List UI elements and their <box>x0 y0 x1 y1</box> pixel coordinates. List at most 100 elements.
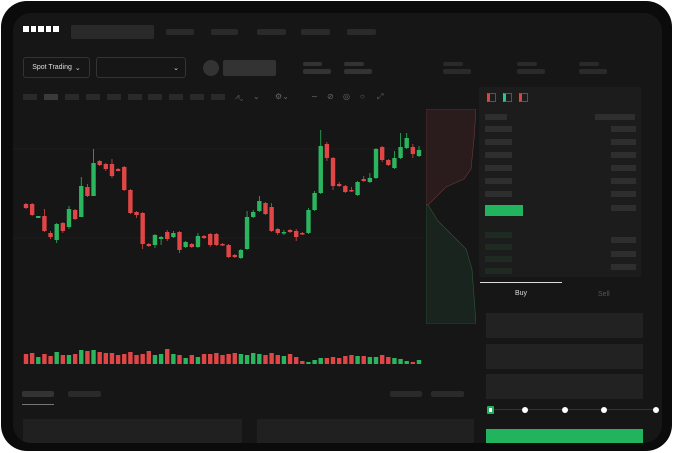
volume-bar <box>29 353 35 364</box>
interval-button[interactable] <box>211 94 225 100</box>
volume-bar <box>367 357 373 364</box>
candle-body <box>42 216 47 231</box>
interval-button[interactable] <box>148 94 162 100</box>
chart-type-icon[interactable]: ⌄ <box>253 92 260 101</box>
candle-body <box>300 233 305 235</box>
volume-bar <box>361 356 366 364</box>
stat-label <box>579 62 599 66</box>
volume-bar <box>208 354 213 364</box>
orderbook-mode-both-icon[interactable] <box>487 93 496 102</box>
buy-tab[interactable]: Buy <box>515 290 528 297</box>
nav-item[interactable] <box>347 29 376 35</box>
filter-button[interactable] <box>431 391 464 397</box>
nav-item[interactable] <box>166 29 194 35</box>
nav-item[interactable] <box>257 29 286 35</box>
volume-bar <box>386 357 391 364</box>
candle-body <box>367 178 373 182</box>
candle-body <box>195 236 201 247</box>
volume-bar <box>60 355 66 364</box>
bottom-tab-orders[interactable] <box>22 391 54 397</box>
stat-label <box>517 62 537 66</box>
candle-body <box>183 242 188 247</box>
interval-button[interactable] <box>44 94 58 100</box>
candle-body <box>251 212 256 217</box>
volume-bar <box>324 358 330 364</box>
interval-button[interactable] <box>86 94 100 100</box>
buy-button[interactable] <box>486 429 643 443</box>
candle-body <box>404 138 409 148</box>
circle-icon[interactable]: ○ <box>360 92 365 101</box>
bottom-tab-underline <box>22 404 54 405</box>
candle-body <box>165 232 170 239</box>
orders-panel-right <box>257 419 474 443</box>
candle-body <box>54 224 59 240</box>
fullscreen-icon[interactable]: ⤢ <box>377 92 384 101</box>
candle-body <box>122 167 127 190</box>
candle-body <box>244 217 250 249</box>
leverage-step[interactable] <box>522 407 528 413</box>
interval-button[interactable] <box>169 94 183 100</box>
candle-body <box>324 144 330 158</box>
volume-bar <box>343 356 348 364</box>
interval-button[interactable] <box>107 94 121 100</box>
interval-button[interactable] <box>128 94 142 100</box>
candle-body <box>232 255 237 257</box>
candle-body <box>109 164 115 176</box>
candle-body <box>373 149 379 178</box>
target-icon[interactable]: ◎ <box>343 92 350 101</box>
volume-bar <box>318 358 323 364</box>
volume-bar <box>72 354 78 364</box>
candle-body <box>287 230 293 232</box>
pair-dropdown[interactable]: ⌄ <box>96 57 186 78</box>
stat-label <box>344 62 364 66</box>
candle-body <box>355 182 360 195</box>
candle-body <box>257 201 262 211</box>
nav-item[interactable] <box>301 29 330 35</box>
nav-item[interactable] <box>211 29 238 35</box>
volume-bar <box>66 355 72 364</box>
filter-button[interactable] <box>390 391 422 397</box>
sell-tab[interactable]: Sell <box>598 291 610 298</box>
search-input[interactable] <box>71 25 154 39</box>
interval-button[interactable] <box>190 94 204 100</box>
line-tool-icon[interactable]: ∼ <box>311 92 318 101</box>
volume-bar <box>214 353 219 364</box>
candle-body <box>146 244 152 246</box>
candlestick-chart[interactable] <box>13 13 433 373</box>
pen-icon[interactable]: ⊘ <box>327 92 334 101</box>
leverage-step[interactable] <box>653 407 659 413</box>
volume-bar <box>355 356 360 364</box>
stat-label <box>443 62 463 66</box>
trading-screen: Spot Trading ⌄ ⌄ ⩘⌄ ⌄ ⚙⌄ ∼ ⊘ ◎ ○ ⤢ Buy Se… <box>13 13 662 443</box>
orderbook-amount <box>611 126 636 132</box>
orderbook-amount <box>611 152 636 158</box>
amount-input[interactable] <box>486 344 643 369</box>
candle-body <box>60 223 66 231</box>
orderbook-mode-asks-icon[interactable] <box>519 93 528 102</box>
spot-trading-label: Spot Trading <box>32 64 72 71</box>
bottom-tab-history[interactable] <box>68 391 101 397</box>
leverage-step[interactable] <box>562 407 568 413</box>
candle-body <box>263 203 268 214</box>
spot-trading-dropdown[interactable]: Spot Trading ⌄ <box>23 57 90 78</box>
orderbook-price <box>485 178 512 184</box>
interval-button[interactable] <box>65 94 79 100</box>
volume-bar <box>115 355 121 364</box>
pair-name <box>223 60 276 76</box>
volume-bar <box>244 355 250 364</box>
interval-button[interactable] <box>23 94 37 100</box>
candle-body <box>306 210 311 233</box>
leverage-slider-track[interactable] <box>489 409 659 410</box>
settings-icon[interactable]: ⚙⌄ <box>275 92 289 101</box>
indicator-icon[interactable]: ⩘⌄ <box>235 92 244 101</box>
stat-value <box>344 69 372 74</box>
orders-panel-left <box>23 419 242 443</box>
price-input[interactable] <box>486 313 643 338</box>
total-input[interactable] <box>486 374 643 399</box>
volume-bar <box>398 359 403 364</box>
orderbook-mode-bids-icon[interactable] <box>503 93 512 102</box>
volume-bar <box>275 355 280 364</box>
leverage-slider-handle[interactable] <box>487 406 494 414</box>
leverage-step[interactable] <box>601 407 607 413</box>
